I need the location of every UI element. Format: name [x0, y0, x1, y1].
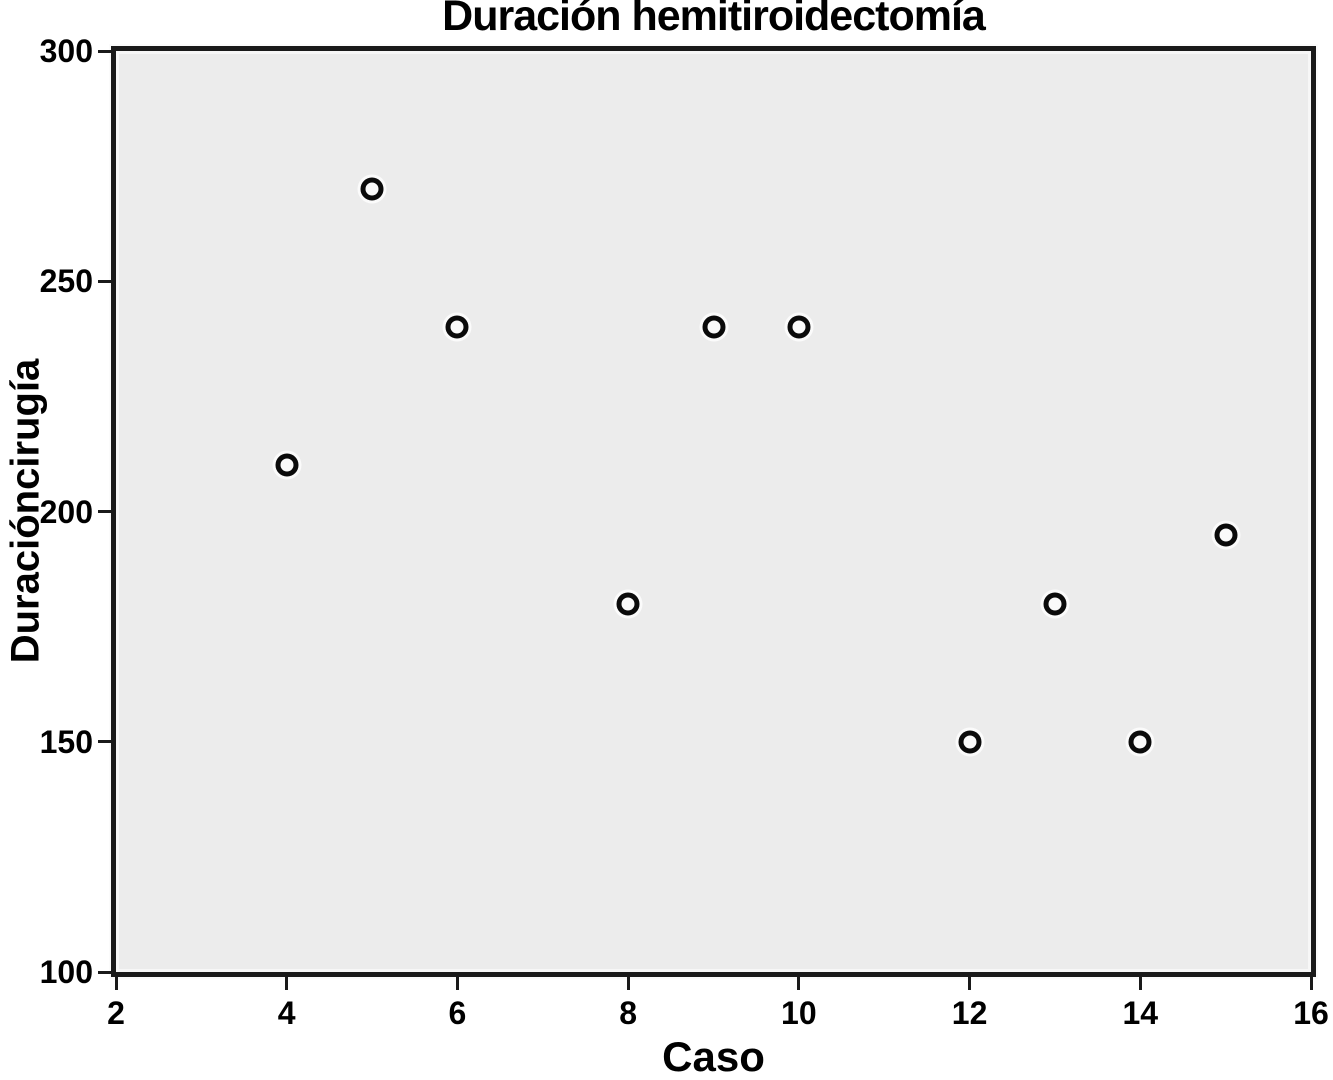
data-point-marker: [445, 315, 469, 339]
x-axis-tick: [285, 977, 289, 990]
x-axis-tick: [114, 977, 118, 990]
y-tick-label: 250: [39, 263, 93, 300]
x-axis-tick: [1138, 977, 1142, 990]
y-axis-tick: [98, 510, 111, 513]
x-tick-label: 4: [277, 995, 296, 1031]
x-tick-label: 6: [448, 995, 467, 1031]
plot-area: [111, 46, 1316, 977]
x-axis-title: Caso: [662, 1033, 765, 1080]
data-point-marker: [1214, 523, 1238, 547]
y-axis-tick: [98, 970, 111, 974]
x-tick-label: 14: [1122, 995, 1159, 1031]
x-tick-label: 8: [619, 995, 638, 1031]
y-tick-label: 150: [39, 723, 93, 760]
x-axis-tick: [455, 977, 459, 990]
data-point-marker: [958, 730, 982, 754]
x-axis-tick: [1309, 977, 1313, 990]
x-axis-tick: [797, 977, 801, 990]
data-point-marker: [787, 315, 811, 339]
y-axis-tick: [98, 740, 111, 744]
y-tick-label: 300: [39, 33, 93, 69]
x-axis-tick: [626, 977, 630, 990]
y-tick-label: 200: [39, 493, 93, 530]
chart-title: Duración hemitiroidectomía: [442, 0, 986, 40]
x-tick-label: 2: [107, 995, 125, 1031]
x-tick-label: 12: [951, 995, 988, 1031]
x-tick-label: 10: [781, 995, 817, 1031]
x-tick-label: 16: [1293, 995, 1329, 1031]
data-point-marker: [1043, 592, 1067, 616]
y-axis-tick: [98, 49, 111, 53]
y-tick-label: 100: [39, 954, 93, 990]
data-point-marker: [360, 177, 384, 201]
x-axis-tick: [968, 977, 972, 990]
data-point-marker: [275, 453, 299, 477]
y-axis-tick: [98, 279, 111, 283]
data-point-marker: [702, 315, 725, 339]
data-point-marker: [616, 592, 640, 616]
data-point-marker: [1128, 730, 1152, 754]
